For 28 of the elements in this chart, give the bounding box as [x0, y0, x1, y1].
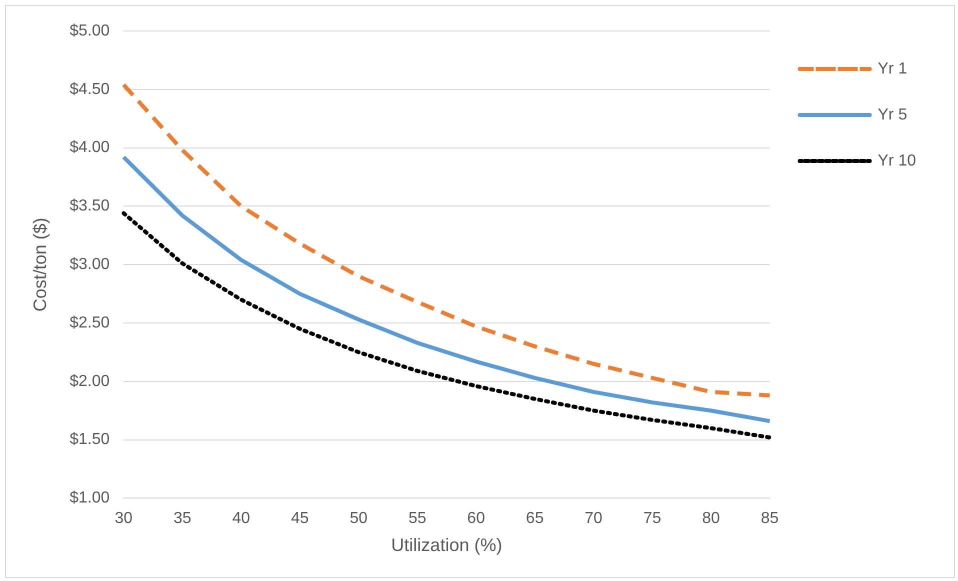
legend-label: Yr 1 [878, 60, 908, 78]
x-tick-label: 70 [584, 510, 603, 528]
y-tick-label: $3.50 [70, 198, 110, 215]
legend-label: Yr 10 [878, 152, 916, 170]
y-tick-label: $1.00 [70, 490, 110, 507]
y-tick-label: $4.50 [70, 80, 110, 98]
y-axis-title: Cost/ton ($) [30, 218, 50, 312]
x-tick-label: 30 [114, 510, 133, 528]
x-tick-label: 60 [467, 510, 486, 528]
y-tick-label: $3.00 [70, 256, 110, 274]
y-tick-label: $2.00 [70, 372, 110, 390]
x-tick-label: 75 [643, 510, 662, 528]
y-tick-label: $4.00 [70, 139, 110, 156]
x-tick-label: 80 [702, 510, 720, 528]
x-axis-title: Utilization (%) [391, 535, 502, 556]
line-series [122, 82, 772, 398]
x-tick-label: 40 [232, 510, 250, 528]
x-tick-label: 85 [760, 510, 779, 528]
x-tick-label: 35 [173, 510, 192, 528]
legend-label: Yr 5 [878, 106, 908, 124]
x-tick-label: 45 [290, 510, 309, 528]
y-tick-label: $1.50 [70, 431, 110, 448]
x-tick-label: 55 [408, 510, 426, 528]
y-tick-label: $2.50 [70, 314, 110, 332]
x-tick-label: 50 [350, 510, 368, 528]
line-series [122, 211, 772, 440]
x-tick-label: 65 [526, 510, 544, 528]
y-tick-label: $5.00 [70, 22, 110, 40]
